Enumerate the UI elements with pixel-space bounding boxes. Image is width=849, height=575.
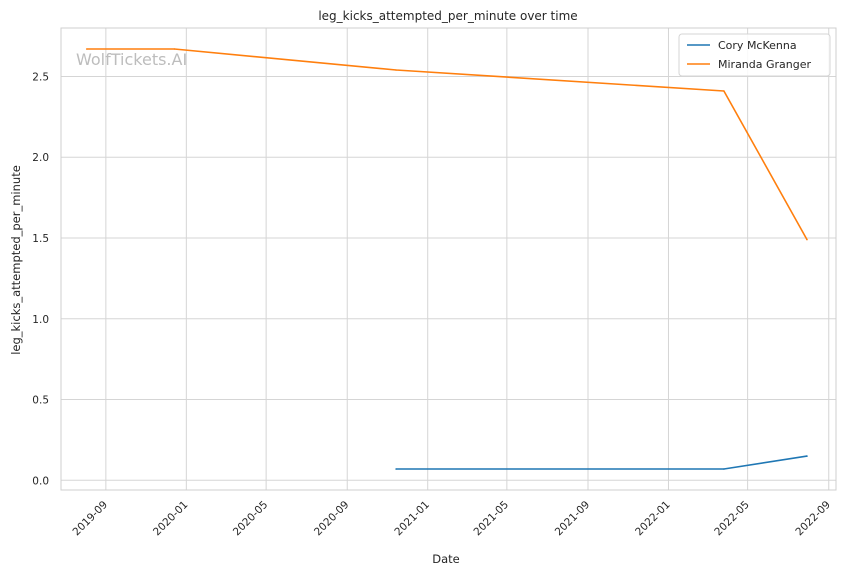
y-axis-ticks: 0.0 0.5 1.0 1.5 2.0 2.5	[32, 71, 49, 487]
data-point	[395, 468, 397, 470]
data-point	[723, 468, 725, 470]
x-tick-label: 2020-05	[231, 499, 271, 539]
series-lines	[85, 48, 808, 470]
legend-entry: Miranda Granger	[718, 58, 812, 71]
data-point	[723, 90, 725, 92]
x-tick-label: 2020-09	[312, 499, 352, 539]
y-tick-label: 2.0	[32, 152, 49, 164]
watermark-text: WolfTickets.AI	[76, 50, 187, 69]
data-point	[806, 238, 808, 241]
x-tick-label: 2019-09	[71, 499, 111, 539]
x-axis-label: Date	[432, 552, 460, 566]
y-tick-label: 1.0	[32, 314, 49, 326]
data-point	[85, 48, 88, 50]
y-tick-label: 0.0	[32, 475, 49, 487]
series-line-1	[86, 48, 808, 240]
data-point	[395, 69, 397, 71]
y-tick-label: 2.5	[32, 71, 49, 83]
chart-title: leg_kicks_attempted_per_minute over time	[318, 9, 577, 23]
y-axis-label: leg_kicks_attempted_per_minute	[9, 165, 23, 355]
x-tick-label: 2022-09	[793, 499, 833, 539]
data-point	[806, 455, 808, 457]
data-point	[173, 48, 176, 50]
x-axis-ticks: 2019-09 2020-01 2020-05 2020-09 2021-01 2021-…	[71, 499, 833, 539]
y-tick-label: 1.5	[32, 233, 49, 245]
x-tick-label: 2022-01	[633, 499, 673, 539]
series-line-0	[396, 455, 808, 470]
x-tick-label: 2020-01	[151, 499, 191, 539]
legend: Cory McKenna Miranda Granger	[678, 33, 831, 77]
x-tick-label: 2021-01	[392, 499, 432, 539]
legend-entry: Cory McKenna	[718, 39, 797, 52]
x-tick-label: 2021-09	[553, 499, 593, 539]
grid-lines	[61, 28, 836, 490]
x-tick-label: 2021-05	[472, 499, 512, 539]
plot-frame	[60, 27, 837, 491]
legend-box	[678, 33, 831, 77]
x-tick-label: 2022-05	[712, 499, 752, 539]
y-tick-label: 0.5	[32, 395, 49, 407]
